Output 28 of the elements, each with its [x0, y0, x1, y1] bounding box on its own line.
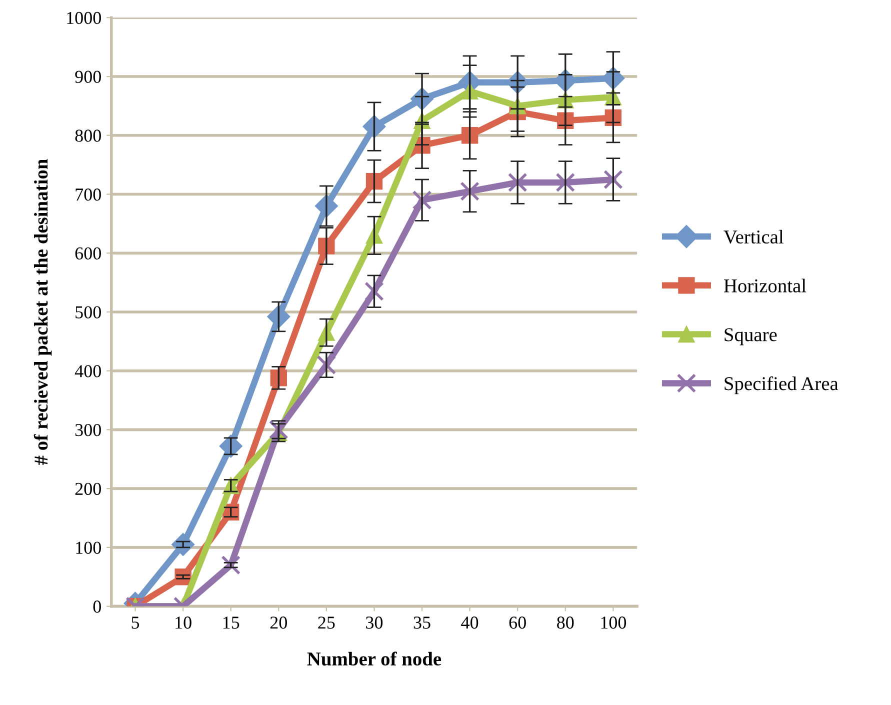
- y-tick-label: 500: [76, 306, 101, 318]
- x-tick-label: 30: [366, 616, 383, 629]
- x-tick-label: 10: [176, 616, 192, 629]
- y-tick-label: 100: [76, 542, 101, 554]
- y-tick-label: 1000: [67, 12, 101, 24]
- y-tick-label: 800: [75, 130, 101, 142]
- y-tick-label: 400: [74, 365, 101, 378]
- y-axis-title: # of recieved packet at the desination: [34, 159, 52, 465]
- y-tick-label: 200: [75, 482, 101, 496]
- y-tick-label: 300: [75, 424, 101, 436]
- legend-label: Specified Area: [724, 376, 838, 394]
- legend-label: Horizontal: [724, 278, 806, 292]
- y-tick-label: 0: [93, 600, 101, 613]
- x-tick-label: 25: [318, 616, 335, 629]
- legend-label: Square: [724, 328, 777, 346]
- x-tick-label: 5: [132, 616, 140, 629]
- y-tick-label: 700: [76, 188, 101, 201]
- x-tick-label: 20: [270, 616, 287, 629]
- y-tick-label: 900: [75, 70, 101, 83]
- x-tick-label: 80: [557, 616, 574, 629]
- x-tick-label: 40: [461, 616, 478, 629]
- x-axis-title: Number of node: [307, 652, 442, 666]
- legend-label: Vertical: [724, 230, 784, 244]
- x-tick-label: 100: [601, 616, 626, 629]
- x-tick-label: 15: [223, 616, 240, 629]
- y-tick-label: 600: [75, 247, 101, 260]
- x-tick-label: 35: [414, 616, 430, 629]
- x-tick-label: 60: [509, 616, 526, 629]
